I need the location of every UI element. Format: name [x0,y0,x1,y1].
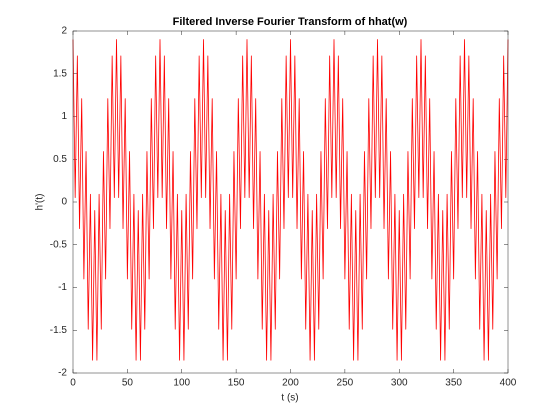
x-tick-label: 350 [445,378,462,389]
axes-box [72,30,509,374]
y-tick-label: -2 [58,368,67,379]
y-tick-label: -0.5 [50,239,68,250]
y-tick-label: -1.5 [50,325,68,336]
chart-title: Filtered Inverse Fourier Transform of hh… [173,16,408,28]
x-tick-label: 400 [500,378,517,389]
y-tick-label: 0.5 [53,154,67,165]
x-tick-label: 100 [173,378,190,389]
y-tick-label: 2 [61,26,67,37]
y-tick-label: 1 [61,111,67,122]
x-tick-label: 50 [122,378,134,389]
data-line [72,39,509,361]
x-tick-label: 200 [282,378,299,389]
y-tick-label: 1.5 [53,68,67,79]
x-tick-label: 150 [228,378,245,389]
x-axis-label: t (s) [281,393,298,404]
x-tick-label: 300 [391,378,408,389]
x-tick-label: 0 [70,378,76,389]
y-tick-label: 0 [61,197,67,208]
y-tick-label: -1 [58,282,67,293]
y-axis-label: h'(t) [35,194,46,211]
plot-area [73,31,508,373]
x-tick-label: 250 [337,378,354,389]
